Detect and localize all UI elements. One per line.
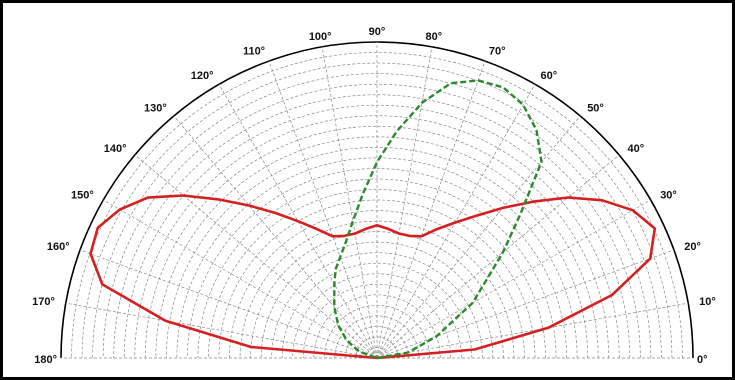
series-layer xyxy=(89,79,657,360)
grid-spoke xyxy=(376,302,689,359)
grid-ring xyxy=(187,168,567,359)
grid-spoke xyxy=(103,199,378,359)
angle-tick-label: 70° xyxy=(489,46,506,58)
grid-ring xyxy=(239,220,515,359)
grid-ring xyxy=(92,73,662,359)
angle-tick-label: 160° xyxy=(47,241,70,253)
grid-ring xyxy=(292,273,462,359)
grid-spoke xyxy=(376,249,675,359)
grid-spoke xyxy=(65,302,378,359)
polar-chart: 0° 10° 20° 30° 40° 50° 60° 70° 80° 90° 100° 110° 120… xyxy=(32,26,716,366)
grid-ring xyxy=(71,52,683,359)
grid-ring xyxy=(102,83,652,359)
grid-spoke xyxy=(134,154,378,359)
series-line-2 xyxy=(333,79,543,360)
grid-ring xyxy=(81,62,673,359)
angle-tick-label: 150° xyxy=(71,190,94,202)
grid-spoke xyxy=(376,154,620,359)
grid-ring xyxy=(197,178,557,359)
angle-tick-label: 170° xyxy=(32,296,55,308)
angle-tick-label: 40° xyxy=(628,143,645,155)
polar-grid xyxy=(60,41,694,359)
angle-tick-label: 50° xyxy=(587,103,604,115)
angle-tick-label: 110° xyxy=(243,46,265,58)
angle-tick-label: 20° xyxy=(684,241,701,253)
angle-tick-label: 10° xyxy=(699,296,716,308)
series-line-1 xyxy=(89,194,657,360)
grid-spoke xyxy=(376,199,651,359)
angle-ticks: 0° 10° 20° 30° 40° 50° 60° 70° 80° 90° 100° 110° 120… xyxy=(32,26,716,366)
grid-ring xyxy=(345,326,409,359)
grid-ring xyxy=(113,94,641,359)
angle-tick-label: 80° xyxy=(425,31,442,43)
angle-tick-label: 140° xyxy=(104,143,127,155)
angle-tick-label: 130° xyxy=(144,103,167,115)
grid-ring xyxy=(302,284,452,359)
grid-spoke xyxy=(376,60,486,359)
grid-spoke xyxy=(268,60,378,359)
angle-tick-label: 120° xyxy=(191,70,214,82)
grid-ring xyxy=(218,199,536,359)
angle-tick-label: 100° xyxy=(309,31,332,43)
angle-tick-label: 30° xyxy=(660,190,677,202)
grid-spoke xyxy=(321,46,378,359)
grid-spoke xyxy=(376,115,581,359)
grid-spoke xyxy=(376,46,433,359)
angle-tick-label: 60° xyxy=(541,70,558,82)
grid-ring xyxy=(176,157,578,359)
grid-ring xyxy=(208,189,546,359)
grid-ring xyxy=(144,125,610,359)
grid-ring xyxy=(250,231,504,359)
angle-tick-label: 90° xyxy=(369,26,386,38)
grid-ring xyxy=(281,262,473,359)
grid-spoke xyxy=(173,115,378,359)
angle-tick-label: 180° xyxy=(34,354,57,366)
angle-tick-label: 0° xyxy=(697,354,708,366)
grid-spoke xyxy=(79,249,378,359)
